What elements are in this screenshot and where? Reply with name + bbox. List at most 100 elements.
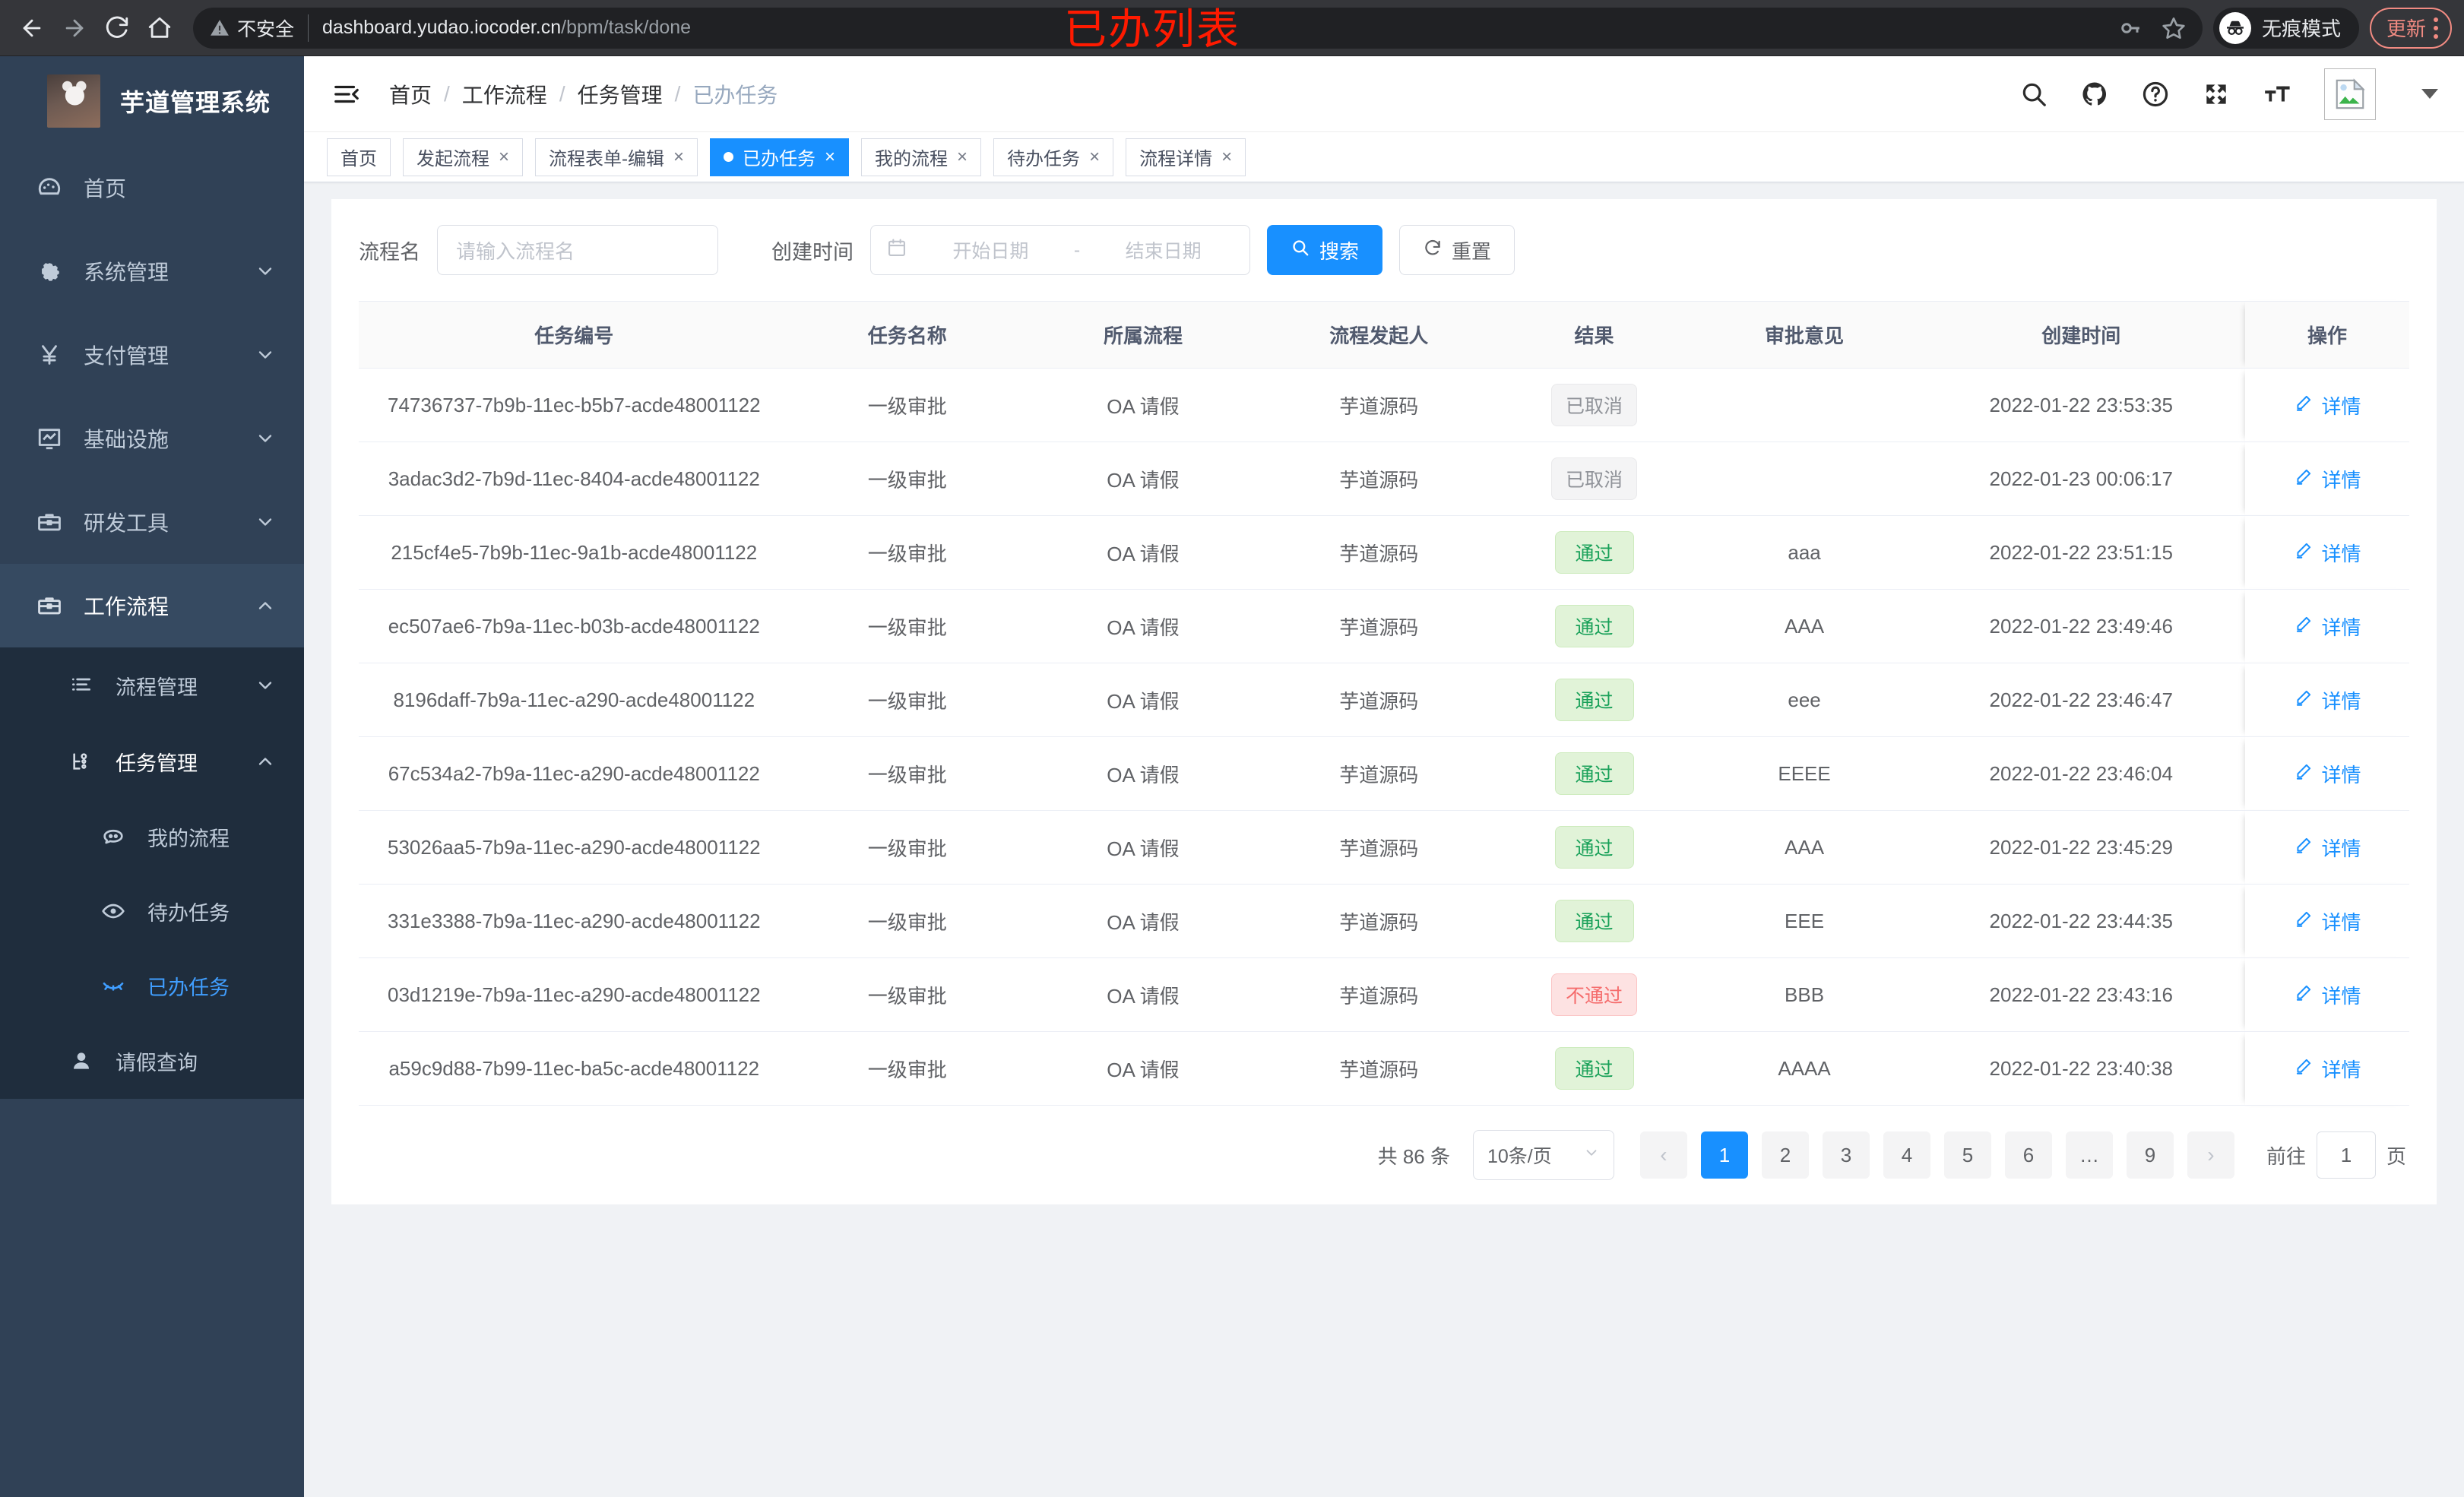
cell-task-id: 215cf4e5-7b9b-11ec-9a1b-acde48001122: [359, 515, 790, 590]
breadcrumb-item-0[interactable]: 首页: [389, 83, 432, 107]
tag-done-task[interactable]: 已办任务 ×: [710, 138, 850, 176]
hamburger-icon[interactable]: [330, 78, 363, 111]
close-icon[interactable]: ×: [1221, 146, 1233, 167]
detail-link[interactable]: 详情: [2294, 612, 2361, 641]
sidebar-label-todo-task: 待办任务: [147, 901, 230, 925]
detail-link[interactable]: 详情: [2294, 907, 2361, 935]
pagination-page-9[interactable]: 9: [2126, 1131, 2174, 1179]
pagination-page-2[interactable]: 2: [1761, 1131, 1809, 1179]
pagination-page-5[interactable]: 5: [1943, 1131, 1991, 1179]
table-row: 331e3388-7b9a-11ec-a290-acde48001122 一级审批…: [359, 884, 2409, 958]
sidebar-item-my-process[interactable]: 我的流程: [0, 799, 304, 874]
detail-link[interactable]: 详情: [2294, 981, 2361, 1009]
pagination-page-1[interactable]: 1: [1700, 1131, 1748, 1179]
sidebar-item-process-management[interactable]: 流程管理: [0, 647, 304, 723]
forward-button[interactable]: [55, 8, 94, 48]
breadcrumb-item-2[interactable]: 任务管理: [577, 83, 663, 107]
search-icon[interactable]: [2017, 78, 2051, 111]
cell-create-time: 2022-01-22 23:51:15: [1917, 515, 2246, 590]
pagination-next[interactable]: ›: [2187, 1131, 2234, 1179]
cell-action: 详情: [2245, 736, 2409, 811]
incognito-indicator[interactable]: 无痕模式: [2212, 7, 2359, 49]
toolbox-icon: [32, 509, 67, 535]
process-name-input[interactable]: 请输入流程名: [437, 225, 718, 275]
home-button[interactable]: [140, 8, 179, 48]
create-time-range-picker[interactable]: 开始日期 - 结束日期: [870, 225, 1250, 275]
breadcrumb-separator: /: [444, 81, 450, 106]
sidebar-item-home[interactable]: 首页: [0, 146, 304, 229]
breadcrumb-item-1[interactable]: 工作流程: [461, 83, 547, 107]
github-icon[interactable]: [2078, 78, 2111, 111]
sidebar-item-system[interactable]: 系统管理: [0, 229, 304, 313]
sidebar-item-leave-query[interactable]: 请假查询: [0, 1023, 304, 1099]
bookmark-star-icon[interactable]: [2162, 16, 2186, 40]
page-size-select[interactable]: 10条/页: [1472, 1130, 1614, 1180]
sidebar-item-task-management[interactable]: 任务管理: [0, 723, 304, 799]
detail-link[interactable]: 详情: [2294, 1055, 2361, 1083]
tag-start-process[interactable]: 发起流程 ×: [403, 138, 524, 176]
search-button[interactable]: 搜索: [1267, 225, 1383, 275]
url-path: /bpm/task/done: [561, 17, 692, 38]
detail-link[interactable]: 详情: [2294, 465, 2361, 493]
list-icon: [64, 673, 99, 698]
address-bar[interactable]: 不安全 dashboard.yudao.iocoder.cn/bpm/task/…: [193, 7, 2203, 49]
sidebar-item-infrastructure[interactable]: 基础设施: [0, 397, 304, 480]
pagination-page-3[interactable]: 3: [1822, 1131, 1870, 1179]
pagination-page-4[interactable]: 4: [1883, 1131, 1930, 1179]
tag-process-detail[interactable]: 流程详情 ×: [1126, 138, 1246, 176]
sidebar-item-done-task[interactable]: 已办任务: [0, 948, 304, 1023]
close-icon[interactable]: ×: [499, 146, 510, 167]
end-date-field[interactable]: 结束日期: [1125, 241, 1202, 262]
avatar[interactable]: [2324, 68, 2376, 120]
close-icon[interactable]: ×: [1089, 146, 1101, 167]
url-host: dashboard.yudao.iocoder.cn: [322, 17, 562, 38]
tag-todo-task[interactable]: 待办任务 ×: [993, 138, 1114, 176]
pagination-prev[interactable]: ‹: [1639, 1131, 1687, 1179]
cell-starter: 芋道源码: [1261, 589, 1497, 663]
jump-input[interactable]: 1: [2316, 1131, 2376, 1179]
tag-label: 流程详情: [1139, 149, 1213, 169]
detail-link[interactable]: 详情: [2294, 391, 2361, 419]
sidebar-item-payment[interactable]: 支付管理: [0, 313, 304, 397]
tag-home[interactable]: 首页: [327, 138, 391, 176]
sidebar-item-devtools[interactable]: 研发工具: [0, 480, 304, 564]
sidebar-logo[interactable]: 芋道管理系统: [0, 56, 304, 146]
reset-button[interactable]: 重置: [1399, 225, 1515, 275]
cell-starter: 芋道源码: [1261, 368, 1497, 442]
detail-link[interactable]: 详情: [2294, 834, 2361, 862]
close-icon[interactable]: ×: [825, 146, 836, 167]
omnibox-actions: [2104, 16, 2186, 40]
help-circle-icon[interactable]: [2139, 78, 2172, 111]
close-icon[interactable]: ×: [673, 146, 685, 167]
detail-link[interactable]: 详情: [2294, 686, 2361, 714]
th-starter: 流程发起人: [1261, 301, 1497, 369]
logo-title: 芋道管理系统: [120, 89, 271, 116]
fullscreen-icon[interactable]: [2200, 78, 2233, 111]
logo-rabbit-icon: [47, 74, 100, 128]
font-size-icon[interactable]: [2260, 78, 2294, 111]
sidebar-item-todo-task[interactable]: 待办任务: [0, 874, 304, 948]
reload-button[interactable]: [97, 8, 137, 48]
tag-label: 待办任务: [1007, 149, 1081, 169]
caret-down-icon[interactable]: [2421, 89, 2438, 99]
detail-link[interactable]: 详情: [2294, 539, 2361, 567]
detail-label: 详情: [2321, 616, 2361, 639]
tag-process-form-edit[interactable]: 流程表单-编辑 ×: [535, 138, 698, 176]
sidebar-item-workflow[interactable]: 工作流程: [0, 564, 304, 647]
cell-process: OA 请假: [1025, 1031, 1262, 1106]
cell-process: OA 请假: [1025, 368, 1262, 442]
close-icon[interactable]: ×: [957, 146, 968, 167]
gear-icon: [32, 258, 67, 284]
update-button[interactable]: 更新: [2369, 7, 2452, 49]
cell-action: 详情: [2245, 589, 2409, 663]
th-create-time: 创建时间: [1917, 301, 2246, 369]
pagination-page-…[interactable]: …: [2065, 1131, 2113, 1179]
key-icon[interactable]: [2119, 17, 2142, 40]
back-button[interactable]: [12, 8, 52, 48]
start-date-field[interactable]: 开始日期: [952, 241, 1029, 262]
pagination-page-6[interactable]: 6: [2004, 1131, 2052, 1179]
kebab-menu-icon[interactable]: [2434, 17, 2438, 39]
detail-link[interactable]: 详情: [2294, 760, 2361, 788]
tag-my-process[interactable]: 我的流程 ×: [861, 138, 982, 176]
chevron-down-icon: [254, 343, 277, 366]
